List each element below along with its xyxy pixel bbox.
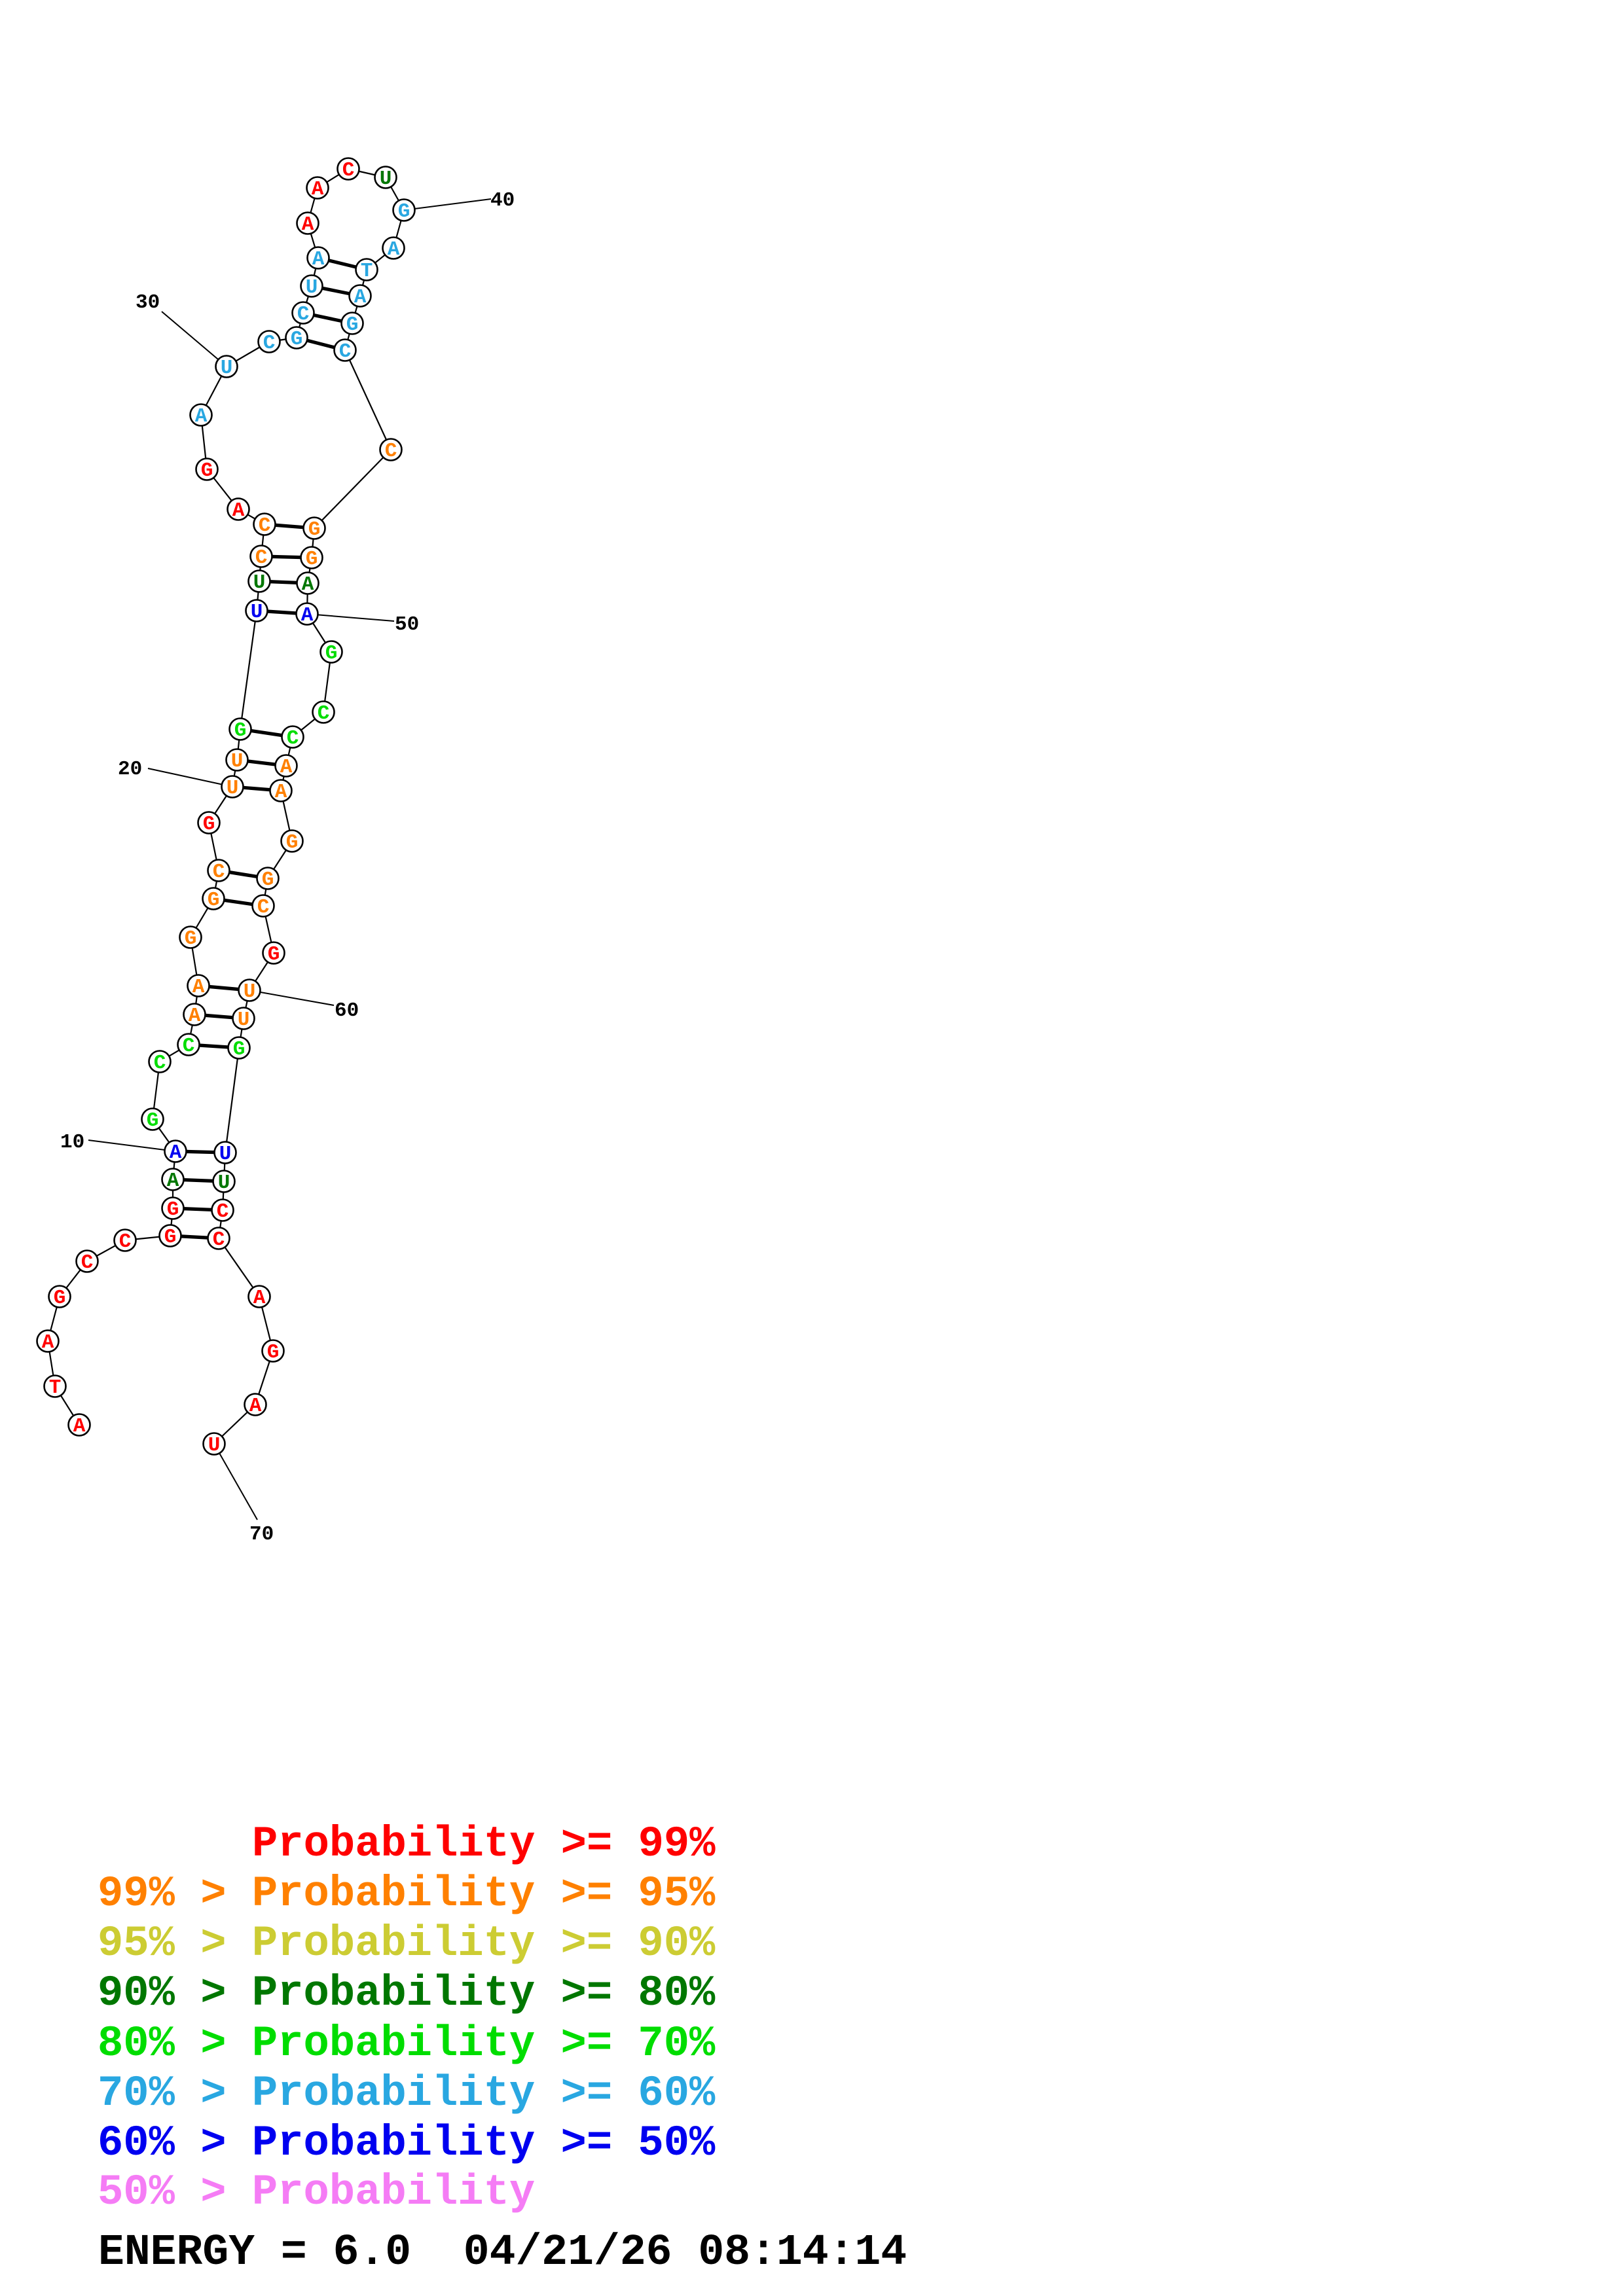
svg-text:T: T bbox=[361, 260, 373, 283]
svg-text:A: A bbox=[42, 1331, 54, 1354]
svg-text:C: C bbox=[287, 727, 299, 750]
svg-text:U: U bbox=[218, 1172, 230, 1194]
svg-text:G: G bbox=[291, 328, 303, 351]
svg-text:G: G bbox=[268, 943, 280, 966]
svg-text:95% > Probability >= 90%: 95% > Probability >= 90% bbox=[98, 1919, 716, 1968]
svg-text:C: C bbox=[339, 340, 352, 363]
svg-text:G: G bbox=[54, 1287, 66, 1310]
svg-text:G: G bbox=[286, 831, 299, 854]
svg-text:A: A bbox=[280, 756, 293, 779]
svg-text:G: G bbox=[208, 889, 220, 912]
svg-text:50: 50 bbox=[395, 613, 419, 636]
svg-text:G: G bbox=[167, 1198, 179, 1221]
svg-text:A: A bbox=[195, 405, 208, 428]
svg-text:G: G bbox=[233, 1038, 246, 1061]
svg-text:99% > Probability >= 95%: 99% > Probability >= 95% bbox=[98, 1869, 716, 1918]
svg-text:90% > Probability >= 80%: 90% > Probability >= 80% bbox=[98, 1969, 716, 2018]
svg-text:A: A bbox=[170, 1141, 182, 1164]
svg-text:50% > Probability: 50% > Probability bbox=[98, 2168, 535, 2217]
svg-text:C: C bbox=[213, 1229, 225, 1251]
svg-text:C: C bbox=[318, 702, 330, 725]
svg-text:G: G bbox=[201, 459, 213, 482]
svg-text:G: G bbox=[346, 314, 359, 336]
svg-text:U: U bbox=[306, 276, 318, 299]
svg-text:ENERGY = 6.0 04/21/26 08:14:1: ENERGY = 6.0 04/21/26 08:14:14 bbox=[98, 2228, 907, 2277]
svg-text:G: G bbox=[185, 927, 197, 950]
svg-text:U: U bbox=[253, 571, 266, 594]
svg-text:A: A bbox=[253, 1287, 266, 1310]
svg-text:C: C bbox=[213, 861, 225, 884]
svg-text:C: C bbox=[342, 159, 355, 182]
svg-text:A: A bbox=[275, 781, 287, 804]
svg-text:A: A bbox=[192, 976, 205, 999]
svg-text:30: 30 bbox=[136, 291, 160, 314]
svg-text:C: C bbox=[119, 1230, 132, 1253]
svg-text:U: U bbox=[244, 980, 256, 1003]
svg-text:C: C bbox=[217, 1200, 229, 1223]
svg-text:U: U bbox=[221, 357, 233, 380]
svg-text:G: G bbox=[262, 869, 274, 891]
svg-text:C: C bbox=[255, 547, 268, 569]
svg-text:T: T bbox=[49, 1376, 62, 1399]
svg-text:70% > Probability >= 60%: 70% > Probability >= 60% bbox=[98, 2069, 716, 2118]
svg-text:70: 70 bbox=[249, 1523, 274, 1546]
svg-text:G: G bbox=[147, 1109, 159, 1132]
svg-text:10: 10 bbox=[60, 1131, 84, 1154]
svg-text:A: A bbox=[312, 248, 325, 271]
svg-text:G: G bbox=[234, 719, 247, 742]
svg-text:A: A bbox=[73, 1415, 86, 1438]
svg-text:U: U bbox=[227, 777, 239, 800]
svg-text:A: A bbox=[301, 604, 314, 627]
svg-text:A: A bbox=[302, 573, 314, 596]
svg-text:U: U bbox=[251, 601, 263, 624]
svg-text:C: C bbox=[259, 514, 271, 537]
svg-text:A: A bbox=[167, 1170, 179, 1193]
svg-text:G: G bbox=[164, 1226, 177, 1249]
svg-text:Probability >= 99%: Probability >= 99% bbox=[252, 1820, 716, 1869]
svg-text:G: G bbox=[325, 642, 338, 665]
svg-text:G: G bbox=[398, 200, 410, 223]
svg-text:U: U bbox=[238, 1009, 250, 1031]
svg-text:G: G bbox=[306, 548, 318, 571]
svg-text:A: A bbox=[232, 499, 245, 522]
svg-text:G: G bbox=[267, 1341, 280, 1364]
svg-text:G: G bbox=[308, 518, 321, 541]
svg-text:60: 60 bbox=[335, 999, 359, 1022]
svg-text:C: C bbox=[81, 1251, 94, 1274]
svg-text:A: A bbox=[354, 286, 367, 309]
svg-text:80% > Probability >= 70%: 80% > Probability >= 70% bbox=[98, 2019, 716, 2068]
svg-text:A: A bbox=[302, 213, 314, 236]
svg-text:A: A bbox=[388, 238, 400, 261]
svg-text:C: C bbox=[263, 332, 276, 355]
svg-text:C: C bbox=[154, 1052, 166, 1075]
svg-text:C: C bbox=[385, 440, 397, 463]
svg-text:C: C bbox=[297, 303, 310, 326]
svg-text:U: U bbox=[208, 1434, 221, 1457]
svg-text:60% > Probability >= 50%: 60% > Probability >= 50% bbox=[98, 2119, 716, 2168]
svg-text:40: 40 bbox=[490, 189, 515, 212]
svg-text:20: 20 bbox=[118, 758, 142, 781]
svg-text:A: A bbox=[312, 178, 324, 201]
svg-text:C: C bbox=[183, 1035, 195, 1058]
svg-text:A: A bbox=[249, 1395, 262, 1418]
svg-text:C: C bbox=[257, 896, 270, 919]
svg-text:U: U bbox=[219, 1143, 232, 1166]
svg-text:U: U bbox=[380, 168, 392, 190]
svg-text:U: U bbox=[231, 750, 244, 773]
svg-text:G: G bbox=[203, 813, 215, 836]
svg-text:A: A bbox=[189, 1005, 201, 1028]
